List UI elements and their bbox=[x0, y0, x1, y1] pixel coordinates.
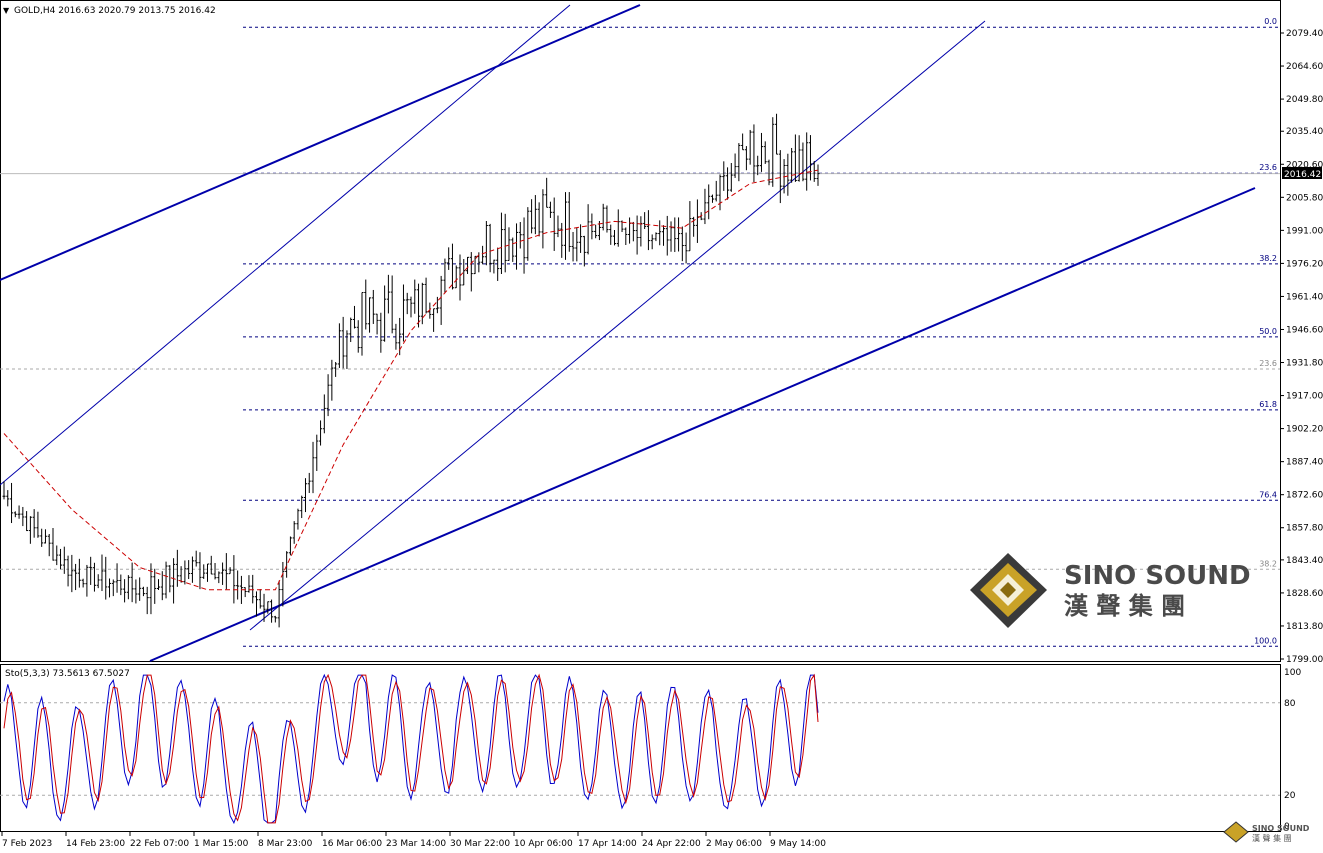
stoch-level-label: 100 bbox=[1284, 668, 1301, 678]
rising-channel-upper-line[interactable] bbox=[0, 4, 571, 486]
time-tick-label: 10 Apr 06:00 bbox=[514, 839, 573, 849]
moving-average-line bbox=[3, 169, 819, 591]
fib-level-label: 100.0 bbox=[1254, 636, 1277, 645]
price-tick-label: 1857.80 bbox=[1286, 524, 1323, 534]
stochastic-levels: 100 80 20 0 bbox=[0, 668, 1301, 832]
price-axis: 2079.40 2064.60 2049.80 2035.40 2020.60 2005.… bbox=[1280, 29, 1323, 665]
small-logo: SINO SOUND 漢 聲 集 團 bbox=[1223, 821, 1310, 843]
small-logo-en: SINO SOUND bbox=[1252, 824, 1310, 833]
time-tick-label: 1 Mar 15:00 bbox=[194, 839, 249, 849]
price-tick-label: 1872.60 bbox=[1286, 491, 1323, 501]
fib-level-label: 76.4 bbox=[1259, 490, 1277, 499]
small-logo-diamond bbox=[1223, 821, 1249, 843]
stoch-level-label: 80 bbox=[1284, 699, 1296, 709]
time-tick-label: 16 Mar 06:00 bbox=[322, 839, 382, 849]
price-tick-label: 2049.80 bbox=[1286, 95, 1323, 105]
current-price-box bbox=[1282, 167, 1322, 179]
price-tick-label: 1917.00 bbox=[1286, 392, 1323, 402]
logo-brand-en: SINO SOUND bbox=[1064, 561, 1251, 591]
candles bbox=[2, 113, 820, 628]
stochastic-signal-line bbox=[3, 673, 819, 824]
current-price-label: 2016.42 bbox=[1284, 170, 1321, 180]
time-tick-label: 22 Feb 07:00 bbox=[130, 839, 189, 849]
chevron-down-icon[interactable]: ▼ bbox=[3, 6, 10, 15]
sino-sound-logo: SINO SOUND 漢 聲 集 團 bbox=[970, 553, 1251, 628]
logo-brand-cn: 漢 聲 集 團 bbox=[1064, 592, 1185, 620]
price-tick-label: 1828.60 bbox=[1286, 589, 1323, 599]
fib-level-label: 0.0 bbox=[1264, 17, 1277, 26]
price-tick-label: 1976.20 bbox=[1286, 259, 1323, 269]
time-tick-label: 7 Feb 2023 bbox=[2, 839, 52, 849]
logo-diamond-core bbox=[1000, 582, 1016, 598]
stoch-level-label: 20 bbox=[1284, 791, 1296, 801]
time-tick-label: 9 May 14:00 bbox=[770, 839, 826, 849]
price-tick-label: 2035.40 bbox=[1286, 127, 1323, 137]
time-tick-label: 23 Mar 14:00 bbox=[386, 839, 446, 849]
price-tick-label: 1946.60 bbox=[1286, 325, 1323, 335]
symbol-header: GOLD,H4 2016.63 2020.79 2013.75 2016.42 bbox=[14, 6, 216, 16]
time-tick-label: 30 Mar 22:00 bbox=[450, 839, 510, 849]
fibonacci-levels: 0.0 23.6 38.2 50.0 61.8 76.4 100.0 23.6 38.2 bbox=[0, 17, 1280, 647]
upper-channel-line[interactable] bbox=[0, 4, 641, 281]
time-tick-label: 14 Feb 23:00 bbox=[66, 839, 125, 849]
stoch-level-label: 0 bbox=[1284, 822, 1290, 832]
price-tick-label: 1931.80 bbox=[1286, 359, 1323, 369]
time-tick-label: 2 May 06:00 bbox=[706, 839, 762, 849]
stoch-pane-frame bbox=[0, 664, 1281, 832]
small-logo-cn: 漢 聲 集 團 bbox=[1252, 833, 1292, 843]
stochastic-main-line bbox=[3, 673, 819, 825]
fib-level-label: 50.0 bbox=[1259, 327, 1277, 336]
price-tick-label: 2005.80 bbox=[1286, 193, 1323, 203]
fib-level-label: 38.2 bbox=[1259, 254, 1277, 263]
main-pane-frame bbox=[0, 0, 1281, 662]
time-axis: 7 Feb 2023 14 Feb 23:00 22 Feb 07:00 1 Mar … bbox=[1, 832, 826, 849]
price-tick-label: 1887.40 bbox=[1286, 458, 1323, 468]
stochastic-title: Sto(5,3,3) 73.5613 67.5027 bbox=[5, 669, 130, 679]
secondary-fib-label: 38.2 bbox=[1259, 559, 1277, 568]
time-tick-label: 24 Apr 22:00 bbox=[642, 839, 701, 849]
fib-level-label: 23.6 bbox=[1259, 163, 1277, 172]
price-tick-label: 2020.60 bbox=[1286, 160, 1323, 170]
secondary-fib-label: 23.6 bbox=[1259, 359, 1277, 368]
price-tick-label: 1961.40 bbox=[1286, 292, 1323, 302]
rising-channel-lower-line[interactable] bbox=[249, 20, 986, 631]
price-tick-label: 1843.40 bbox=[1286, 556, 1323, 566]
fib-level-label: 61.8 bbox=[1259, 400, 1277, 409]
price-tick-label: 2064.60 bbox=[1286, 62, 1323, 72]
price-tick-label: 1799.00 bbox=[1286, 655, 1323, 665]
time-tick-label: 8 Mar 23:00 bbox=[258, 839, 313, 849]
trendlines[interactable] bbox=[0, 4, 1256, 662]
price-tick-label: 1991.00 bbox=[1286, 226, 1323, 236]
time-tick-label: 17 Apr 14:00 bbox=[578, 839, 637, 849]
lower-channel-line[interactable] bbox=[149, 187, 1256, 662]
price-tick-label: 1902.20 bbox=[1286, 425, 1323, 435]
current-price-tag: 2016.42 bbox=[1282, 167, 1322, 180]
price-tick-label: 2079.40 bbox=[1286, 29, 1323, 39]
price-tick-label: 1813.80 bbox=[1286, 622, 1323, 632]
